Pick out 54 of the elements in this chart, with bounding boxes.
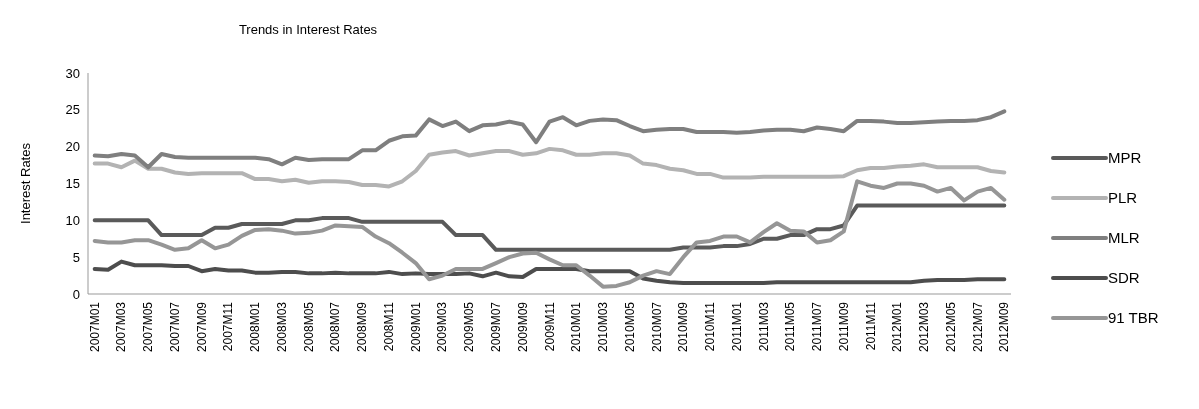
x-tick-label: 2012M07	[970, 301, 985, 353]
x-tick-label: 2011M11	[863, 301, 878, 351]
x-tick-label: 2008M11	[381, 301, 396, 352]
x-tick-label: 2008M09	[355, 301, 370, 353]
legend-label: SDR	[1108, 269, 1140, 287]
legend-label: MLR	[1108, 229, 1140, 247]
x-tick-label: 2010M11	[703, 301, 718, 352]
legend-label: 91 TBR	[1108, 309, 1159, 327]
y-tick-label: 5	[72, 249, 80, 265]
y-tick-label: 10	[65, 212, 80, 228]
x-tick-label: 2008M01	[248, 301, 263, 353]
x-tick-label: 2012M01	[890, 301, 905, 353]
x-tick-label: 2010M09	[676, 301, 691, 353]
x-tick-label: 2007M03	[114, 301, 129, 353]
x-tick-label: 2011M01	[729, 301, 744, 352]
y-tick-label: 25	[65, 102, 80, 118]
x-tick-label: 2011M05	[783, 301, 798, 352]
x-tick-label: 2009M01	[408, 301, 423, 353]
x-tick-label: 2008M03	[274, 301, 289, 353]
x-tick-label: 2008M05	[301, 301, 316, 353]
x-tick-label: 2010M05	[622, 301, 637, 353]
x-tick-label: 2007M11	[221, 301, 236, 352]
x-tick-label: 2011M03	[756, 301, 771, 352]
x-tick-label: 2010M07	[649, 301, 664, 353]
x-tick-label: 2007M01	[87, 301, 102, 353]
x-tick-label: 2009M11	[542, 301, 557, 352]
x-tick-label: 2010M03	[596, 301, 611, 353]
y-tick-label: 15	[65, 176, 80, 192]
x-tick-label: 2007M07	[167, 301, 182, 353]
x-tick-label: 2007M09	[194, 301, 209, 353]
line-series	[92, 259, 1007, 285]
x-tick-label: 2009M05	[462, 301, 477, 353]
x-tick-label: 2009M03	[435, 301, 450, 353]
x-tick-label: 2010M01	[569, 301, 584, 353]
x-tick-label: 2009M09	[515, 301, 530, 353]
x-tick-label: 2008M07	[328, 301, 343, 353]
line-series	[92, 109, 1007, 170]
x-tick-label: 2012M09	[997, 301, 1012, 353]
chart-title: Trends in Interest Rates	[238, 22, 378, 37]
x-tick-label: 2012M03	[917, 301, 932, 353]
legend-label: PLR	[1108, 189, 1138, 207]
line-series	[92, 146, 1007, 189]
line-series	[92, 203, 1007, 252]
x-tick-label: 2007M05	[141, 301, 156, 353]
x-tick-label: 2012M05	[943, 301, 958, 353]
y-tick-label: 0	[72, 286, 80, 302]
x-tick-label: 2011M09	[836, 301, 851, 352]
x-tick-label: 2011M07	[810, 301, 825, 352]
y-tick-label: 20	[65, 139, 80, 155]
line-series	[92, 179, 1007, 289]
legend-label: MPR	[1108, 149, 1142, 167]
y-tick-label: 30	[65, 65, 80, 81]
x-tick-label: 2009M07	[488, 301, 503, 353]
y-axis-title: Interest Rates	[18, 142, 33, 224]
